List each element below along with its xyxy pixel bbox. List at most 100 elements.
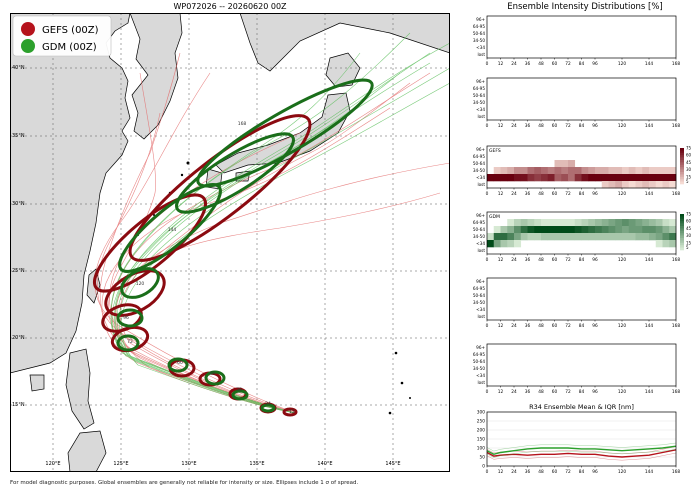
- colorbar-tick: 5: [686, 245, 689, 250]
- colorbar-swatch: [680, 238, 684, 241]
- heat-cell: [500, 240, 508, 248]
- heat-cell: [514, 240, 522, 248]
- heat-cell: [541, 174, 549, 182]
- y-tick-label: <34: [476, 175, 485, 180]
- x-tick-label: 24: [511, 191, 517, 197]
- r34-x-tick: 0: [486, 469, 489, 475]
- ellipse-label-144: 144: [168, 227, 177, 233]
- colorbar-swatch: [680, 181, 684, 185]
- ellipse-label-36: 36: [236, 387, 242, 393]
- heat-cell: [615, 181, 623, 189]
- heat-cell: [642, 174, 650, 182]
- heat-cell: [662, 167, 670, 175]
- y-tick-label: <34: [476, 307, 485, 312]
- y-tick-label: <34: [476, 241, 485, 246]
- heat-cell: [493, 167, 501, 175]
- x-tick-label: 12: [498, 61, 504, 67]
- heat-cell: [520, 167, 528, 175]
- ellipse-label-72: 72: [127, 339, 133, 345]
- heat-cell: [487, 174, 495, 182]
- x-tick-label: 24: [511, 389, 517, 395]
- heat-cell: [574, 167, 582, 175]
- heat-cell: [568, 160, 576, 168]
- heat-cell: [547, 219, 555, 227]
- heat-cell: [581, 226, 589, 234]
- y-tick-label: 50-64: [473, 293, 486, 298]
- y-tick-label: 50-64: [473, 359, 486, 364]
- heat-cell: [547, 233, 555, 241]
- heat-cell: [493, 174, 501, 182]
- heat-cell: [534, 167, 542, 175]
- heat-cell: [514, 226, 522, 234]
- y-tick-label: <34: [476, 45, 485, 50]
- heat-cell: [520, 226, 528, 234]
- heat-cell: [622, 226, 630, 234]
- heat-cell: [601, 233, 609, 241]
- heat-cell: [547, 226, 555, 234]
- x-tick-label: 60: [552, 123, 558, 129]
- y-tick-label: 64-95: [473, 154, 486, 159]
- heat-cell: [615, 219, 623, 227]
- y-tick-label: 34-50: [473, 168, 486, 173]
- heat-cell: [642, 167, 650, 175]
- ellipse-label-12: 12: [289, 409, 295, 415]
- heat-cell: [662, 226, 670, 234]
- heat-cell: [622, 219, 630, 227]
- y-tick-label: 64-95: [473, 352, 486, 357]
- lon-label: 120°E: [45, 461, 60, 467]
- heat-cell: [520, 219, 528, 227]
- heat-cell: [527, 226, 535, 234]
- heat-cell: [534, 233, 542, 241]
- heat-cell: [635, 233, 643, 241]
- x-tick-label: 60: [552, 257, 558, 263]
- heat-cell: [595, 219, 603, 227]
- heat-cell: [561, 174, 569, 182]
- r34-y-tick: 200: [477, 428, 485, 434]
- panel-frame: [486, 77, 677, 121]
- y-tick-label: 50-64: [473, 227, 486, 232]
- heat-cell: [568, 233, 576, 241]
- x-tick-label: 144: [645, 123, 653, 129]
- colorbar-tick: 60: [686, 219, 692, 224]
- x-tick-label: 120: [618, 61, 626, 67]
- x-tick-label: 84: [579, 257, 585, 263]
- r34-y-tick: 300: [477, 410, 485, 416]
- r34-y-tick: 100: [477, 446, 485, 452]
- x-tick-label: 72: [565, 389, 571, 395]
- r34-x-tick: 72: [565, 469, 571, 475]
- colorbar-swatch: [680, 240, 684, 244]
- x-tick-label: 48: [538, 389, 544, 395]
- x-tick-label: 120: [618, 323, 626, 329]
- heat-cell: [608, 219, 616, 227]
- gefs-legend-marker: [21, 22, 35, 36]
- colorbar-swatch: [680, 179, 684, 182]
- colorbar-swatch: [680, 247, 684, 251]
- lon-label: 145°E: [385, 461, 400, 467]
- y-tick-label: <34: [476, 107, 485, 112]
- x-tick-label: 168: [672, 323, 680, 329]
- y-tick-label: 96+: [476, 279, 485, 284]
- y-tick-label: 96+: [476, 213, 485, 218]
- y-tick-label: lost: [477, 248, 485, 253]
- heat-cell: [514, 219, 522, 227]
- ellipse-label-24: 24: [265, 401, 271, 407]
- x-tick-label: 48: [538, 123, 544, 129]
- heat-cell: [615, 174, 623, 182]
- ellipse-label-168: 168: [238, 121, 247, 127]
- panel-frame: [486, 15, 677, 59]
- gefs-legend-label: GEFS (00Z): [42, 25, 99, 36]
- heat-cell: [655, 181, 663, 189]
- heat-cell: [568, 167, 576, 175]
- x-tick-label: 48: [538, 191, 544, 197]
- x-tick-label: 48: [538, 323, 544, 329]
- panel-label: GDM: [489, 214, 500, 220]
- x-tick-label: 72: [565, 191, 571, 197]
- r34-y-tick: 250: [477, 419, 485, 425]
- heat-cell: [588, 219, 596, 227]
- heat-cell: [628, 226, 636, 234]
- colorbar-tick: 45: [686, 160, 692, 165]
- heat-cell: [608, 181, 616, 189]
- heat-cell: [655, 174, 663, 182]
